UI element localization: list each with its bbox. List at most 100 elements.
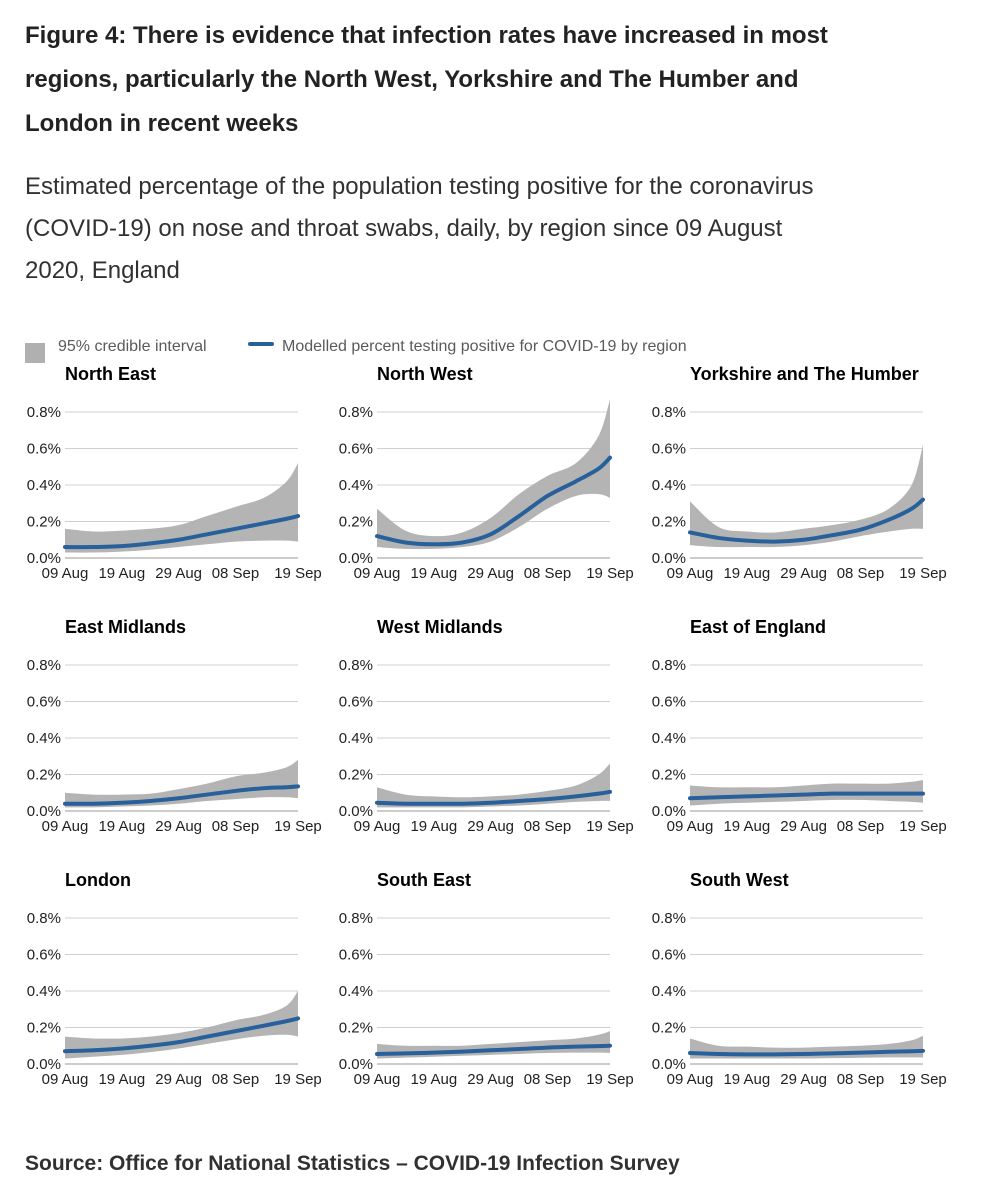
x-tick-label: 19 Aug (98, 818, 145, 835)
y-tick-label: 0.6% (27, 694, 61, 711)
x-tick-label: 29 Aug (780, 1071, 827, 1088)
x-tick-label: 19 Sep (274, 818, 322, 835)
y-tick-label: 0.4% (339, 983, 373, 1000)
y-tick-label: 0.0% (652, 550, 686, 567)
y-tick-label: 0.2% (652, 767, 686, 784)
figure-subtitle: Estimated percentage of the population t… (25, 173, 814, 284)
credible-interval-band (65, 463, 298, 553)
panel-west-midlands: West Midlands 0.0% 0.2% 0.4% 0.6% 0.8% 09 Aug 1… (339, 617, 634, 835)
legend-line-swatch (248, 342, 274, 346)
x-tick-label: 29 Aug (780, 565, 827, 582)
x-tick-label: 08 Sep (837, 565, 885, 582)
panel-title: South West (690, 870, 789, 890)
y-tick-label: 0.2% (339, 1020, 373, 1037)
y-tick-label: 0.2% (652, 1020, 686, 1037)
y-tick-label: 0.4% (339, 477, 373, 494)
x-tick-label: 09 Aug (42, 565, 89, 582)
x-tick-label: 19 Aug (410, 565, 457, 582)
y-tick-label: 0.6% (339, 441, 373, 458)
y-tick-label: 0.6% (652, 441, 686, 458)
x-tick-label: 19 Aug (410, 1071, 457, 1088)
panel-title: London (65, 870, 131, 890)
x-tick-label: 19 Aug (410, 818, 457, 835)
y-tick-label: 0.2% (27, 1020, 61, 1037)
x-tick-label: 29 Aug (467, 818, 514, 835)
y-tick-label: 0.6% (652, 694, 686, 711)
estimate-line (63, 514, 300, 550)
x-tick-label: 09 Aug (667, 1071, 714, 1088)
y-tick-label: 0.2% (27, 514, 61, 531)
x-tick-label: 29 Aug (467, 565, 514, 582)
x-tick-label: 19 Sep (899, 565, 947, 582)
y-tick-label: 0.4% (652, 477, 686, 494)
y-tick-label: 0.0% (27, 1056, 61, 1073)
x-tick-label: 08 Sep (524, 818, 572, 835)
x-tick-label: 09 Aug (667, 565, 714, 582)
y-tick-label: 0.8% (652, 404, 686, 421)
panel-title: West Midlands (377, 617, 503, 637)
x-tick-label: 19 Aug (723, 818, 770, 835)
y-tick-label: 0.0% (27, 550, 61, 567)
x-tick-label: 08 Sep (524, 1071, 572, 1088)
credible-interval-band (65, 759, 298, 808)
panel-title: North East (65, 364, 156, 384)
x-tick-label: 19 Sep (899, 818, 947, 835)
figure-title: Figure 4: There is evidence that infecti… (25, 22, 828, 137)
x-tick-label: 09 Aug (42, 1071, 89, 1088)
x-tick-label: 19 Aug (723, 1071, 770, 1088)
estimate-line (63, 784, 300, 806)
x-tick-label: 08 Sep (212, 1071, 260, 1088)
x-tick-label: 29 Aug (155, 1071, 202, 1088)
panel-title: East Midlands (65, 617, 186, 637)
y-tick-label: 0.2% (339, 767, 373, 784)
x-tick-label: 29 Aug (155, 818, 202, 835)
y-tick-label: 0.8% (339, 404, 373, 421)
panel-north-west: North West 0.0% 0.2% 0.4% 0.6% 0.8% 09 Aug 19 A… (339, 364, 634, 582)
x-tick-label: 08 Sep (212, 565, 260, 582)
y-tick-label: 0.8% (339, 657, 373, 674)
estimate-line (688, 791, 925, 801)
y-tick-label: 0.6% (27, 441, 61, 458)
panel-east-of-england: East of England 0.0% 0.2% 0.4% 0.6% 0.8% 09 Au… (652, 617, 947, 835)
legend-interval-label: 95% credible interval (58, 338, 207, 355)
panel-south-east: South East 0.0% 0.2% 0.4% 0.6% 0.8% 09 Aug 19 A… (339, 870, 634, 1088)
y-tick-label: 0.8% (339, 910, 373, 927)
y-tick-label: 0.0% (652, 1056, 686, 1073)
y-tick-label: 0.4% (27, 730, 61, 747)
source-note: Source: Office for National Statistics –… (25, 1152, 680, 1175)
panel-north-east: North East 0.0% 0.2% 0.4% 0.6% 0.8% 09 Aug 19 A… (27, 364, 322, 582)
estimate-line (63, 1016, 300, 1054)
legend-interval-swatch (25, 343, 45, 363)
x-tick-label: 19 Sep (586, 818, 634, 835)
legend-line-label: Modelled percent testing positive for CO… (282, 338, 687, 355)
x-tick-label: 19 Aug (98, 565, 145, 582)
y-tick-label: 0.4% (27, 477, 61, 494)
x-tick-label: 19 Sep (586, 565, 634, 582)
legend: 95% credible interval Modelled percent t… (25, 336, 925, 366)
estimate-line (688, 497, 925, 544)
y-tick-label: 0.0% (339, 803, 373, 820)
y-tick-label: 0.4% (652, 983, 686, 1000)
y-tick-label: 0.4% (27, 983, 61, 1000)
x-tick-label: 19 Sep (899, 1071, 947, 1088)
panel-south-west: South West 0.0% 0.2% 0.4% 0.6% 0.8% 09 Aug 19 A… (652, 870, 947, 1088)
panel-yorkshire-and-the-humber: Yorkshire and The Humber 0.0% 0.2% 0.4% 0.6%… (652, 364, 947, 582)
y-tick-label: 0.0% (652, 803, 686, 820)
x-tick-label: 19 Sep (274, 565, 322, 582)
credible-interval-band (65, 991, 298, 1059)
y-tick-label: 0.0% (339, 1056, 373, 1073)
x-tick-label: 08 Sep (212, 818, 260, 835)
x-tick-label: 08 Sep (524, 565, 572, 582)
y-tick-label: 0.6% (27, 947, 61, 964)
x-tick-label: 19 Sep (586, 1071, 634, 1088)
x-tick-label: 08 Sep (837, 818, 885, 835)
y-tick-label: 0.4% (652, 730, 686, 747)
x-tick-label: 09 Aug (667, 818, 714, 835)
y-tick-label: 0.8% (27, 910, 61, 927)
y-tick-label: 0.6% (339, 947, 373, 964)
credible-interval-band (377, 399, 610, 550)
x-tick-label: 19 Aug (98, 1071, 145, 1088)
x-tick-label: 08 Sep (837, 1071, 885, 1088)
y-tick-label: 0.8% (652, 657, 686, 674)
panel-title: East of England (690, 617, 826, 637)
